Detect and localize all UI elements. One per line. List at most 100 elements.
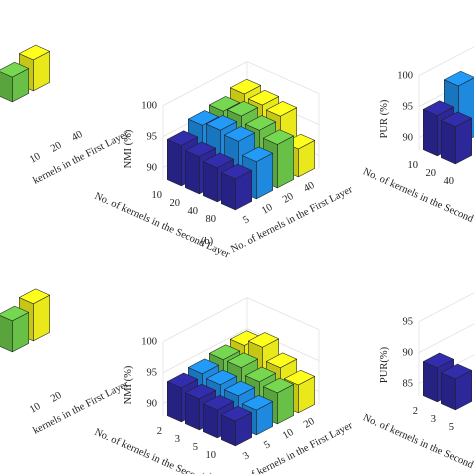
bar-top-face xyxy=(227,101,258,117)
bar-top-face xyxy=(224,126,255,142)
chart-panel-6: 85 90 95 PUR(%) 2 3 5No. of kernels in the Sec… xyxy=(361,292,474,471)
z-tick-label: 100 xyxy=(397,71,413,82)
panel-label: (e) xyxy=(201,472,213,474)
bar-top-face xyxy=(266,352,297,368)
first-layer-tick: 20 xyxy=(302,416,317,431)
bar-top-face xyxy=(245,115,276,131)
z-tick-label: 100 xyxy=(141,101,157,112)
first-layer-tick: 5 xyxy=(262,439,272,451)
z-tick-label: 95 xyxy=(403,102,414,113)
z-tick-label: 95 xyxy=(147,132,158,143)
bar-top-face xyxy=(185,383,216,400)
bar-top-face xyxy=(230,78,261,95)
first-layer-tick: 3 xyxy=(241,450,251,462)
bar-top-face xyxy=(185,141,216,157)
panel-label: (b) xyxy=(201,236,214,247)
bar-top-face xyxy=(263,377,294,394)
bar-top-face xyxy=(167,130,198,146)
second-layer-axis-label: No. of kernels in the Second xyxy=(361,166,474,225)
second-layer-tick: 2 xyxy=(157,426,162,437)
first-layer-tick: 10 xyxy=(281,427,296,442)
bar-top-face xyxy=(266,101,297,117)
z-axis-label: PUR(%) xyxy=(379,346,390,383)
bar-top-face xyxy=(19,288,50,304)
second-layer-tick: 20 xyxy=(170,198,181,209)
z-gridline xyxy=(418,323,474,353)
bars xyxy=(0,44,50,103)
bar-top-face xyxy=(0,305,29,322)
bar xyxy=(0,305,29,353)
bar-top-face xyxy=(242,146,273,162)
bar-side-face xyxy=(423,109,438,157)
second-layer-tick: 10 xyxy=(152,190,163,201)
bar-top-face xyxy=(248,332,279,348)
first-layer-tick: 40 xyxy=(70,129,85,144)
second-layer-axis-label: No. of kernels in the Second Layer xyxy=(93,191,232,261)
second-layer-tick: 3 xyxy=(175,434,180,445)
bar-top-face xyxy=(245,366,276,383)
bar-side-face xyxy=(167,381,182,423)
z-tick-label: 85 xyxy=(403,379,414,390)
bars xyxy=(167,330,315,447)
bar-top-face xyxy=(188,110,219,126)
first-layer-tick: 10 xyxy=(28,401,43,416)
z-axis-label: NMI (%) xyxy=(123,365,134,404)
second-layer-tick: 5 xyxy=(193,442,198,453)
bars xyxy=(167,78,315,211)
first-layer-tick: 40 xyxy=(302,180,317,195)
second-layer-tick: 10 xyxy=(206,450,217,461)
z-gridline xyxy=(418,46,474,76)
bar-top-face xyxy=(188,358,219,374)
z-tick-label: 90 xyxy=(147,163,158,174)
bar-top-face xyxy=(0,62,29,78)
first-layer-tick: 20 xyxy=(49,390,64,405)
bar-top-face xyxy=(224,380,255,397)
first-layer-tick: 20 xyxy=(281,191,296,206)
bar-top-face xyxy=(441,363,472,380)
bar-top-face xyxy=(206,115,237,131)
second-layer-tick: 20 xyxy=(426,168,437,179)
second-layer-tick: 80 xyxy=(206,214,217,225)
bar xyxy=(263,377,294,425)
bar-top-face xyxy=(206,369,237,386)
bar-top-face xyxy=(209,96,240,112)
z-tick-label: 90 xyxy=(147,399,158,410)
bar-side-face xyxy=(185,150,200,195)
second-layer-tick: 5 xyxy=(449,422,454,433)
bar-top-face xyxy=(242,395,273,411)
first-layer-tick: 10 xyxy=(260,202,275,217)
second-layer-tick: 10 xyxy=(408,160,419,171)
z-gridline xyxy=(418,292,474,322)
bar-top-face xyxy=(423,100,454,116)
bar-front-face xyxy=(277,135,294,189)
bar-top-face xyxy=(203,152,234,169)
bar-top-face xyxy=(209,344,240,360)
z-tick-label: 95 xyxy=(147,368,158,379)
bar xyxy=(441,111,472,165)
first-layer-tick: 20 xyxy=(49,140,64,155)
bar-top-face xyxy=(441,111,472,127)
first-layer-tick: 10 xyxy=(28,151,43,166)
bar-top-face xyxy=(167,372,198,389)
z-tick-label: 100 xyxy=(141,337,157,348)
z-tick-label: 90 xyxy=(403,133,414,144)
first-layer-tick: 5 xyxy=(241,214,251,226)
bar xyxy=(221,406,252,447)
bar-top-face xyxy=(221,163,252,180)
bar-side-face xyxy=(203,161,218,203)
bar-top-face xyxy=(19,44,50,61)
bar-top-face xyxy=(263,129,294,145)
z-tick-label: 95 xyxy=(403,317,414,328)
bar-top-face xyxy=(248,90,279,106)
z-axis-label: PUR (%) xyxy=(379,99,390,138)
bar-top-face xyxy=(203,394,234,411)
bar xyxy=(0,62,29,103)
bars xyxy=(0,288,50,353)
second-layer-tick: 40 xyxy=(188,206,199,217)
bar-side-face xyxy=(423,361,438,403)
